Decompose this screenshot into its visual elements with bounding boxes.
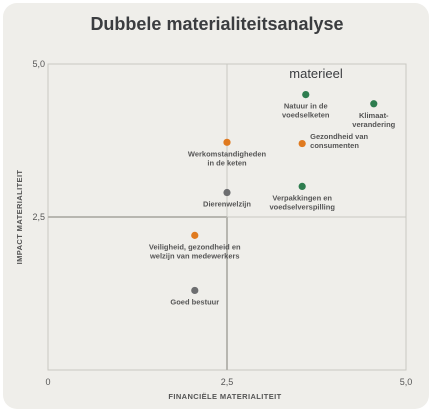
data-point-label: in de keten	[207, 158, 247, 167]
data-point-label: verandering	[352, 120, 395, 129]
x-tick-label: 0	[45, 377, 50, 387]
data-point-label: voedselverspilling	[269, 202, 335, 211]
materieel-annotation: materieel	[289, 66, 343, 81]
points-layer	[191, 91, 378, 295]
data-point-label: Dierenwelzijn	[203, 200, 251, 209]
data-point	[223, 188, 231, 197]
data-point	[298, 139, 306, 148]
data-point-label: Gezondheid van	[310, 132, 368, 141]
x-tick-label: 2,5	[221, 377, 234, 387]
data-point-label: Natuur in de	[284, 102, 328, 111]
x-axis-label: FINANCIËLE MATERIALITEIT	[168, 392, 281, 401]
data-point-label: Klimaat-	[359, 111, 389, 120]
data-point	[223, 138, 231, 146]
data-point-label: voedselketen	[282, 111, 330, 120]
chart-card	[3, 3, 429, 409]
text-layer: 0 2,5 5,0 2,5 5,0 FINANCIËLE MATERIALITEIT IMP…	[15, 59, 412, 401]
data-point-label: Goed bestuur	[170, 297, 219, 306]
data-point-label: Verpakkingen en	[272, 193, 332, 202]
data-point-label: Veiligheid, gezondheid en	[149, 242, 241, 251]
data-point	[298, 182, 306, 190]
data-point-label: welzijn van medewerkers	[149, 251, 240, 260]
data-point	[302, 91, 310, 99]
data-point	[191, 286, 199, 295]
data-point-label: Werkomstandigheden	[188, 149, 267, 158]
x-tick-label: 5,0	[400, 377, 413, 387]
chart-title: Dubbele materialiteitsanalyse	[90, 14, 344, 34]
data-point-label: consumenten	[310, 141, 359, 150]
y-tick-label: 5,0	[32, 59, 45, 69]
y-tick-label: 2,5	[32, 212, 45, 222]
data-point	[191, 231, 199, 239]
y-axis-label: IMPACT MATERIALITEIT	[15, 170, 24, 265]
grid-layer	[47, 63, 407, 371]
data-point	[370, 100, 378, 108]
